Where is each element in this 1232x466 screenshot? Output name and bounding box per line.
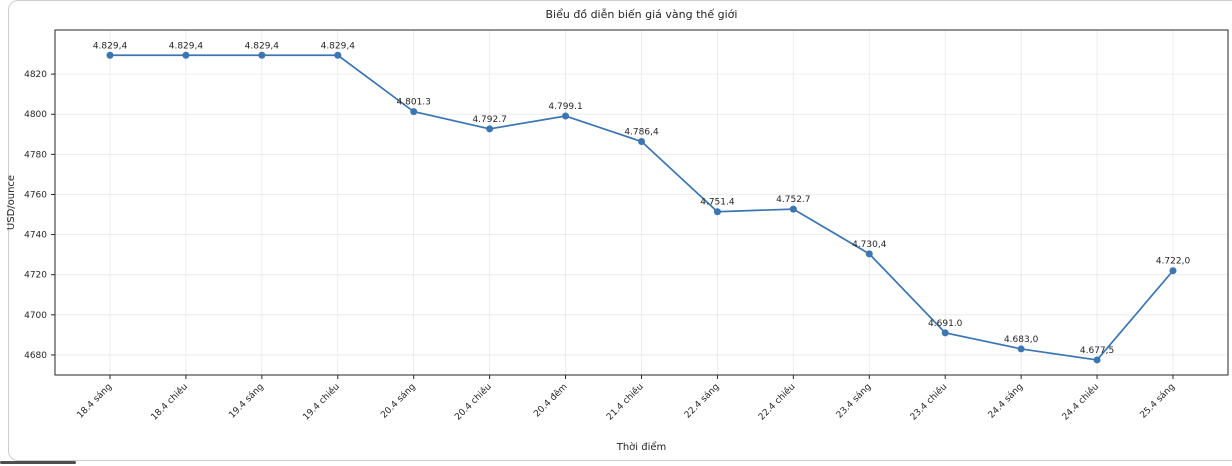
- horizontal-scrollbar-thumb[interactable]: [0, 461, 76, 464]
- chart-card: [8, 0, 1232, 461]
- data-point: [1093, 356, 1101, 364]
- data-point-label: 4.691.0: [928, 319, 963, 329]
- data-point: [865, 250, 873, 258]
- x-tick-label: 19.4 chiều: [301, 381, 342, 422]
- data-point: [1169, 267, 1177, 275]
- x-tick-label: 20.4 sáng: [379, 382, 418, 421]
- data-point: [713, 208, 721, 216]
- data-point: [638, 138, 645, 146]
- data-point-label: 4.829,4: [321, 41, 356, 51]
- x-axis-label: Thời điểm: [616, 440, 667, 453]
- x-tick-label: 18.4 chiều: [149, 381, 190, 422]
- x-tick-label: 20.4 chiều: [453, 381, 494, 422]
- x-tick-label: 24.4 chiều: [1060, 381, 1101, 422]
- data-point-label: 4.801.3: [397, 98, 431, 108]
- axis-ticks: [51, 73, 1174, 379]
- y-tick-label: 4700: [24, 311, 47, 321]
- data-point-label: 4.829,4: [245, 41, 280, 51]
- data-point: [334, 51, 342, 59]
- data-point-label: 4.799.1: [548, 102, 582, 112]
- x-tick-label: 23.4 sáng: [835, 382, 874, 421]
- chart-title: Biểu đồ diễn biến giá vàng thế giới: [546, 8, 738, 21]
- y-tick-label: 4680: [24, 351, 47, 361]
- data-point: [106, 51, 114, 59]
- y-tick-label: 4740: [24, 231, 47, 241]
- y-tick-label: 4780: [24, 150, 47, 160]
- data-point: [486, 125, 494, 133]
- data-point-label: 4.722,0: [1156, 257, 1191, 267]
- gridlines: [55, 30, 1228, 375]
- data-point-label: 4.829,4: [93, 41, 128, 51]
- x-tick-label: 23.4 chiều: [908, 381, 949, 422]
- data-point-label: 4.829,4: [169, 41, 204, 51]
- data-point: [789, 205, 797, 213]
- x-tick-label: 22.4 chiều: [756, 381, 797, 422]
- data-point-label: 4.677,5: [1080, 346, 1114, 356]
- data-point-label: 4.752.7: [776, 195, 810, 205]
- data-point-label: 4.683,0: [1004, 335, 1039, 345]
- data-point-label: 4.786,4: [624, 128, 659, 138]
- x-tick-labels: 18.4 sáng 18.4 chiều 19.4 sáng 19.4 chiều 20…: [76, 381, 1178, 422]
- data-point: [1017, 345, 1025, 353]
- x-tick-label: 22.4 sáng: [683, 382, 722, 421]
- x-tick-label: 24.4 sáng: [987, 382, 1026, 421]
- data-point-label: 4.751.4: [700, 198, 735, 208]
- y-tick-labels: 4680 4700 4720 4740 4760 4780 4800 4820: [24, 70, 47, 361]
- data-point: [941, 329, 949, 337]
- data-point: [562, 112, 570, 120]
- y-tick-label: 4760: [24, 190, 47, 200]
- plot-border: [54, 29, 1229, 376]
- data-point: [182, 51, 190, 59]
- x-tick-label: 25.4 sáng: [1139, 382, 1178, 421]
- y-tick-label: 4720: [24, 271, 47, 281]
- y-tick-label: 4800: [24, 110, 47, 120]
- data-point: [410, 108, 418, 116]
- y-tick-label: 4820: [24, 70, 47, 80]
- data-points: [106, 51, 1177, 364]
- x-tick-label: 21.4 chiều: [604, 381, 645, 422]
- y-axis-label: USD/ounce: [6, 175, 17, 230]
- data-point-label: 4.792.7: [472, 115, 506, 125]
- x-tick-label: 20.4 đêm: [532, 381, 570, 419]
- x-tick-label: 18.4 sáng: [76, 382, 115, 421]
- x-tick-label: 19.4 sáng: [227, 382, 266, 421]
- data-point: [258, 51, 266, 59]
- data-point-label: 4.730,4: [852, 240, 887, 250]
- data-labels: 4.829,4 4.829,4 4.829,4 4.829,4 4.801.3 4.792…: [93, 41, 1191, 356]
